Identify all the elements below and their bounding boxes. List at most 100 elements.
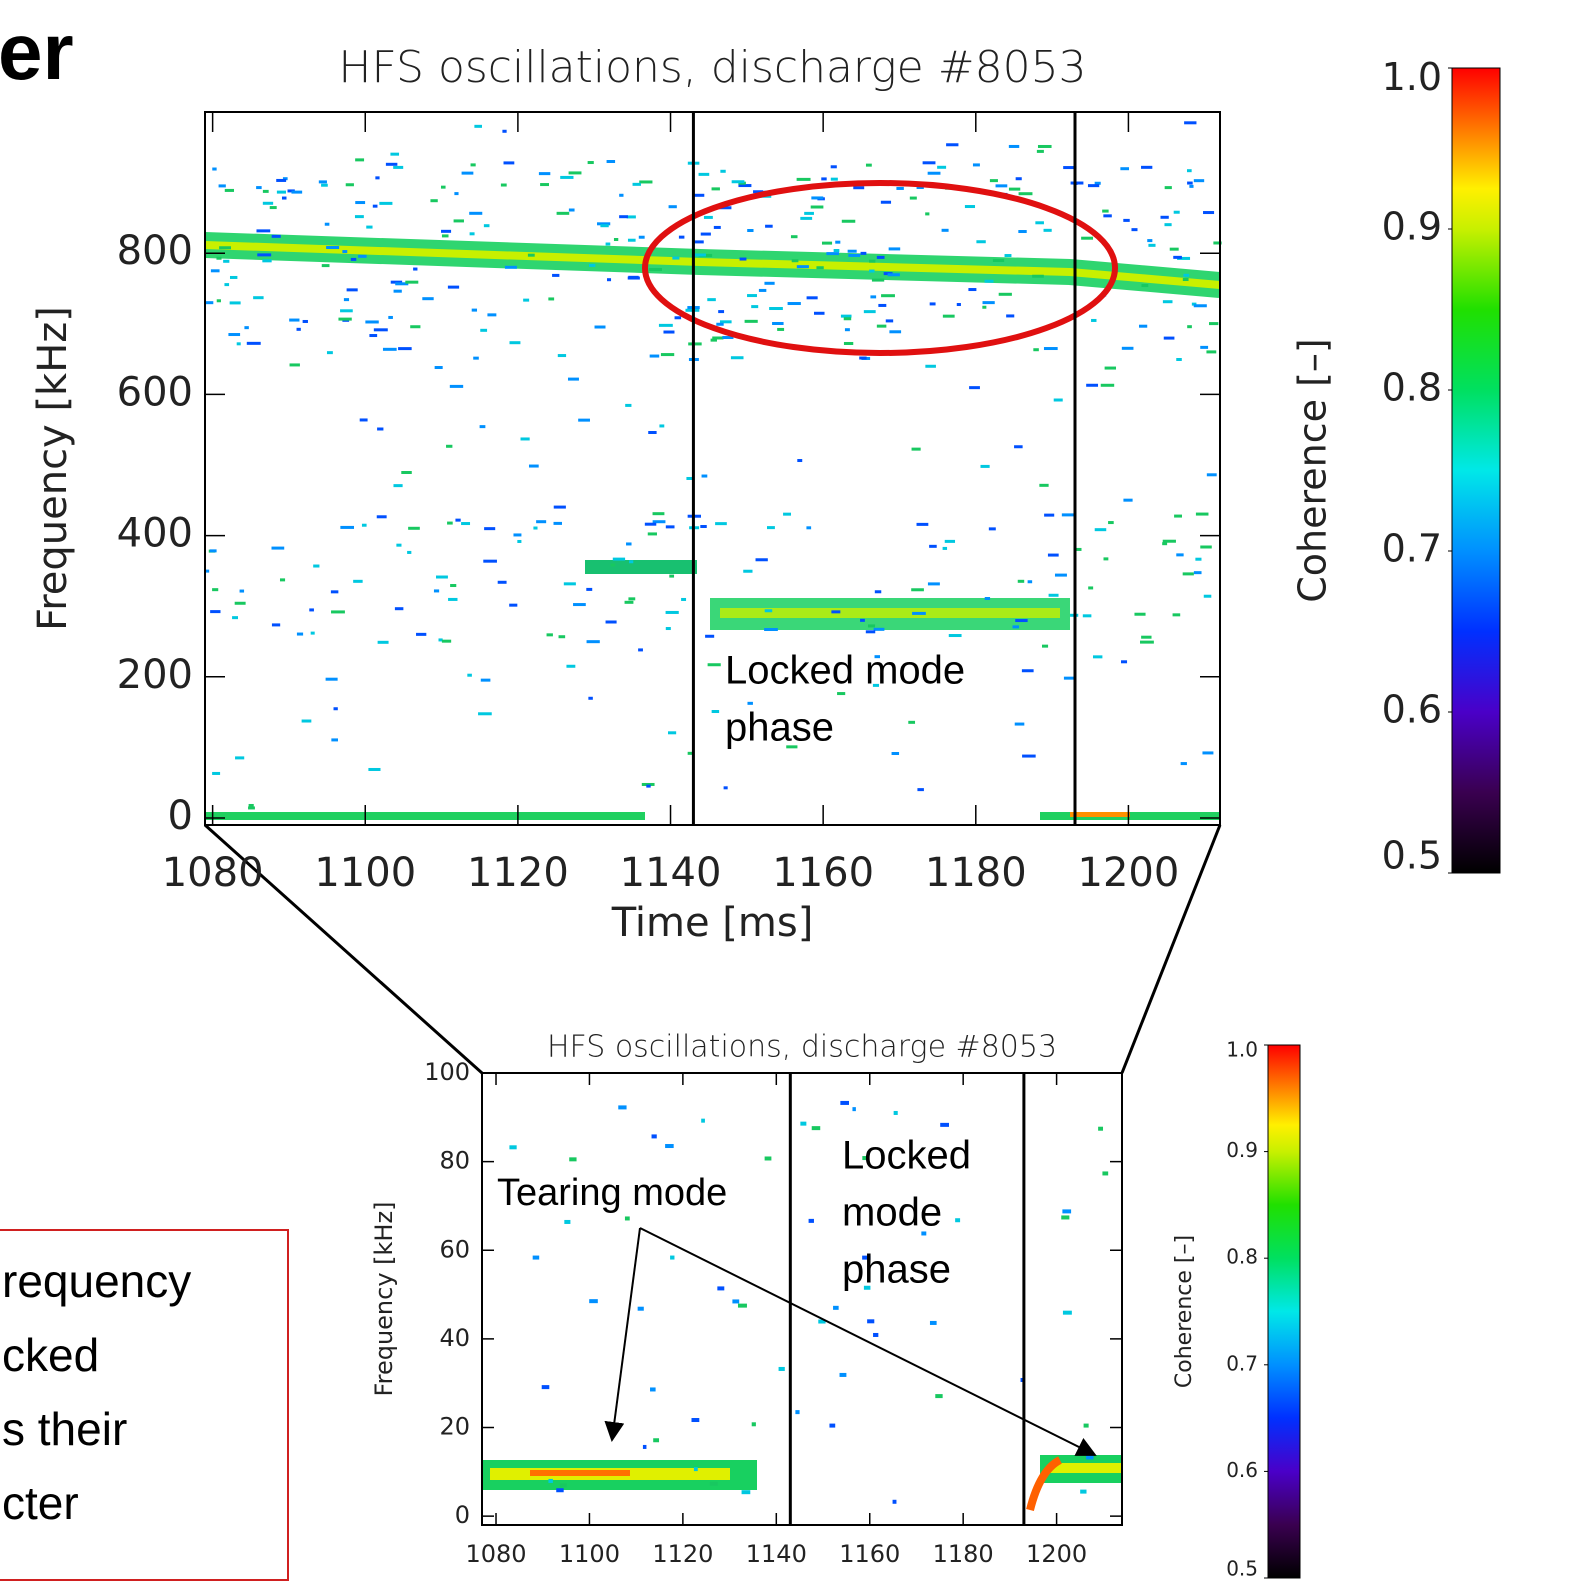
noise-dot (1162, 542, 1168, 546)
noise-dot (1080, 1489, 1087, 1494)
noise-dot (1163, 336, 1175, 340)
noise-dot (446, 444, 453, 448)
noise-dot (321, 183, 328, 187)
noise-dot (546, 633, 553, 637)
noise-dot (1195, 512, 1209, 516)
noise-dot (528, 464, 539, 468)
noise-dot (964, 205, 976, 209)
x-tick-label: 1140 (620, 850, 722, 896)
noise-dot (256, 229, 271, 233)
noise-dot (1035, 221, 1044, 225)
noise-dot (368, 767, 381, 771)
noise-dot (309, 608, 314, 612)
noise-dot (941, 228, 949, 232)
noise-dot (665, 525, 675, 529)
annotation: mode (842, 1191, 942, 1235)
noise-dot (568, 208, 575, 212)
noise-dot (405, 280, 419, 284)
noise-dot (1041, 644, 1049, 648)
noise-dot (350, 257, 357, 261)
noise-dot (1121, 660, 1128, 664)
noise-dot (588, 263, 596, 267)
noise-dot (1174, 514, 1182, 518)
noise-dot (665, 627, 671, 631)
noise-dot (1082, 614, 1092, 618)
colorbar-tick-label: 0.5 (1226, 1557, 1258, 1581)
noise-dot (791, 259, 799, 263)
noise-dot (385, 162, 398, 166)
noise-dot (1200, 345, 1209, 349)
noise-dot (833, 1305, 839, 1310)
noise-dot (628, 597, 636, 601)
noise-dot (862, 1255, 871, 1260)
noise-dot (479, 425, 486, 429)
noise-dot (653, 1438, 660, 1443)
noise-dot (744, 319, 758, 323)
noise-dot (556, 1488, 564, 1493)
noise-dot (1141, 284, 1149, 288)
noise-dot (870, 295, 877, 299)
y-tick-label: 0 (455, 1501, 470, 1529)
noise-dot (471, 308, 478, 312)
noise-dot (1209, 322, 1219, 326)
noise-dot (811, 196, 824, 200)
noise-dot (908, 720, 916, 724)
noise-dot (210, 610, 221, 614)
noise-dot (1053, 398, 1063, 402)
noise-dot (624, 600, 634, 604)
noise-dot (982, 301, 995, 305)
noise-dot (718, 206, 732, 210)
noise-dot (393, 289, 402, 293)
noise-dot (324, 222, 330, 226)
noise-dot (436, 575, 448, 579)
noise-dot (248, 806, 255, 810)
noise-dot (605, 242, 611, 246)
noise-dot (1004, 254, 1012, 258)
noise-dot (1206, 350, 1217, 354)
noise-dot (984, 279, 994, 283)
noise-dot (753, 190, 764, 194)
noise-dot (1183, 273, 1190, 277)
noise-dot (909, 196, 917, 200)
noise-dot (1094, 181, 1101, 185)
noise-dot (1148, 243, 1156, 247)
noise-dot (648, 267, 662, 271)
noise-dot (1141, 165, 1153, 169)
y-tick-label: 60 (439, 1235, 470, 1263)
noise-dot (816, 266, 824, 270)
noise-dot (652, 520, 666, 524)
noise-dot (216, 256, 222, 260)
x-tick-label: 1120 (652, 1540, 713, 1568)
noise-dot (942, 314, 955, 318)
noise-dot (795, 1410, 800, 1415)
noise-dot (1147, 239, 1153, 243)
noise-dot (1087, 184, 1100, 188)
noise-dot (922, 161, 936, 165)
noise-dot (1123, 498, 1133, 502)
noise-dot (1063, 166, 1077, 170)
colorbar-tick-label: 1.0 (1226, 1038, 1258, 1062)
noise-dot (340, 525, 355, 529)
noise-dot (722, 336, 734, 340)
noise-dot (478, 712, 492, 716)
noise-dot (484, 527, 496, 531)
noise-dot (796, 265, 809, 269)
noise-dot (567, 377, 579, 381)
note-line: cked (2, 1329, 99, 1381)
noise-dot (587, 161, 594, 165)
noise-dot (652, 512, 665, 516)
noise-dot (210, 269, 220, 273)
noise-dot (758, 288, 767, 292)
noise-dot (998, 292, 1012, 296)
noise-dot (806, 296, 818, 300)
noise-dot (710, 338, 717, 342)
noise-dot (720, 169, 726, 173)
noise-dot (325, 677, 338, 681)
noise-dot (1008, 144, 1020, 148)
noise-dot (649, 354, 660, 358)
x-tick-label: 1140 (746, 1540, 807, 1568)
noise-dot (837, 692, 846, 696)
noise-dot (289, 363, 300, 367)
noise-dot (881, 294, 895, 298)
